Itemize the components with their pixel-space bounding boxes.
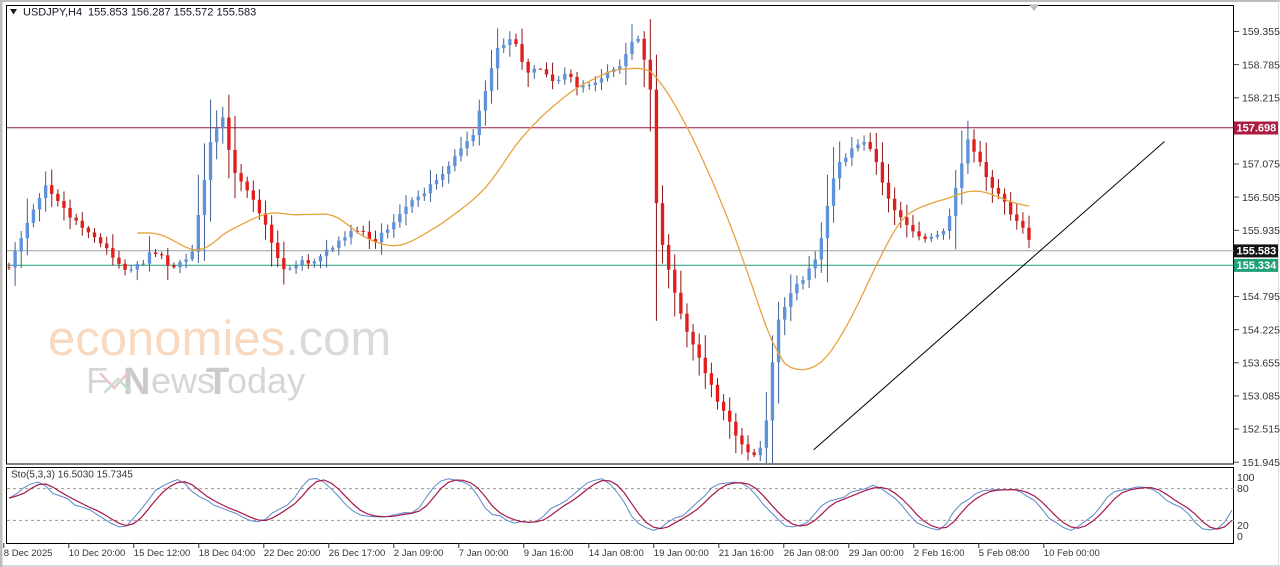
svg-text:21 Jan 16:00: 21 Jan 16:00: [719, 548, 774, 559]
svg-text:N: N: [123, 361, 150, 403]
svg-text:18 Dec 04:00: 18 Dec 04:00: [199, 548, 256, 559]
svg-text:USDJPY,H4: USDJPY,H4: [23, 7, 82, 19]
svg-text:22 Dec 20:00: 22 Dec 20:00: [264, 548, 321, 559]
svg-text:154.225: 154.225: [1242, 324, 1280, 336]
svg-text:155.935: 155.935: [1242, 225, 1280, 237]
svg-text:158.215: 158.215: [1242, 93, 1280, 105]
svg-text:159.355: 159.355: [1242, 26, 1280, 38]
svg-text:156.505: 156.505: [1242, 192, 1280, 204]
svg-text:155.583: 155.583: [1237, 246, 1277, 258]
svg-text:oday: oday: [227, 360, 305, 401]
svg-text:153.085: 153.085: [1242, 391, 1280, 403]
svg-text:29 Jan 00:00: 29 Jan 00:00: [849, 548, 904, 559]
svg-text:157.075: 157.075: [1242, 159, 1280, 171]
svg-text:2 Feb 16:00: 2 Feb 16:00: [914, 548, 965, 559]
svg-text:80: 80: [1237, 483, 1249, 495]
svg-text:0: 0: [1237, 531, 1243, 543]
svg-text:154.795: 154.795: [1242, 291, 1280, 303]
svg-text:8 Dec 2025: 8 Dec 2025: [4, 548, 53, 559]
svg-text:7 Jan 00:00: 7 Jan 00:00: [459, 548, 509, 559]
svg-text:F: F: [86, 360, 108, 401]
svg-text:157.698: 157.698: [1237, 123, 1277, 135]
svg-text:2 Jan 09:00: 2 Jan 09:00: [394, 548, 444, 559]
svg-text:T: T: [206, 361, 229, 403]
svg-text:158.785: 158.785: [1242, 59, 1280, 71]
svg-text:26 Dec 17:00: 26 Dec 17:00: [329, 548, 386, 559]
svg-text:155.334: 155.334: [1237, 260, 1278, 272]
svg-text:economies.com: economies.com: [48, 312, 391, 366]
svg-text:26 Jan 08:00: 26 Jan 08:00: [784, 548, 839, 559]
svg-text:19 Jan 00:00: 19 Jan 00:00: [654, 548, 709, 559]
svg-text:9 Jan 16:00: 9 Jan 16:00: [524, 548, 574, 559]
svg-text:153.655: 153.655: [1242, 358, 1280, 370]
svg-text:152.515: 152.515: [1242, 424, 1280, 436]
svg-text:10 Dec 20:00: 10 Dec 20:00: [69, 548, 126, 559]
svg-text:Sto(5,3,3) 16.5030 15.7345: Sto(5,3,3) 16.5030 15.7345: [11, 470, 133, 481]
svg-text:151.945: 151.945: [1242, 457, 1280, 469]
svg-text:15 Dec 12:00: 15 Dec 12:00: [134, 548, 191, 559]
svg-text:14 Jan 08:00: 14 Jan 08:00: [589, 548, 644, 559]
svg-text:5 Feb 08:00: 5 Feb 08:00: [979, 548, 1030, 559]
svg-text:10 Feb 00:00: 10 Feb 00:00: [1044, 548, 1100, 559]
svg-text:155.853 156.287 155.572 155.58: 155.853 156.287 155.572 155.583: [88, 7, 256, 19]
